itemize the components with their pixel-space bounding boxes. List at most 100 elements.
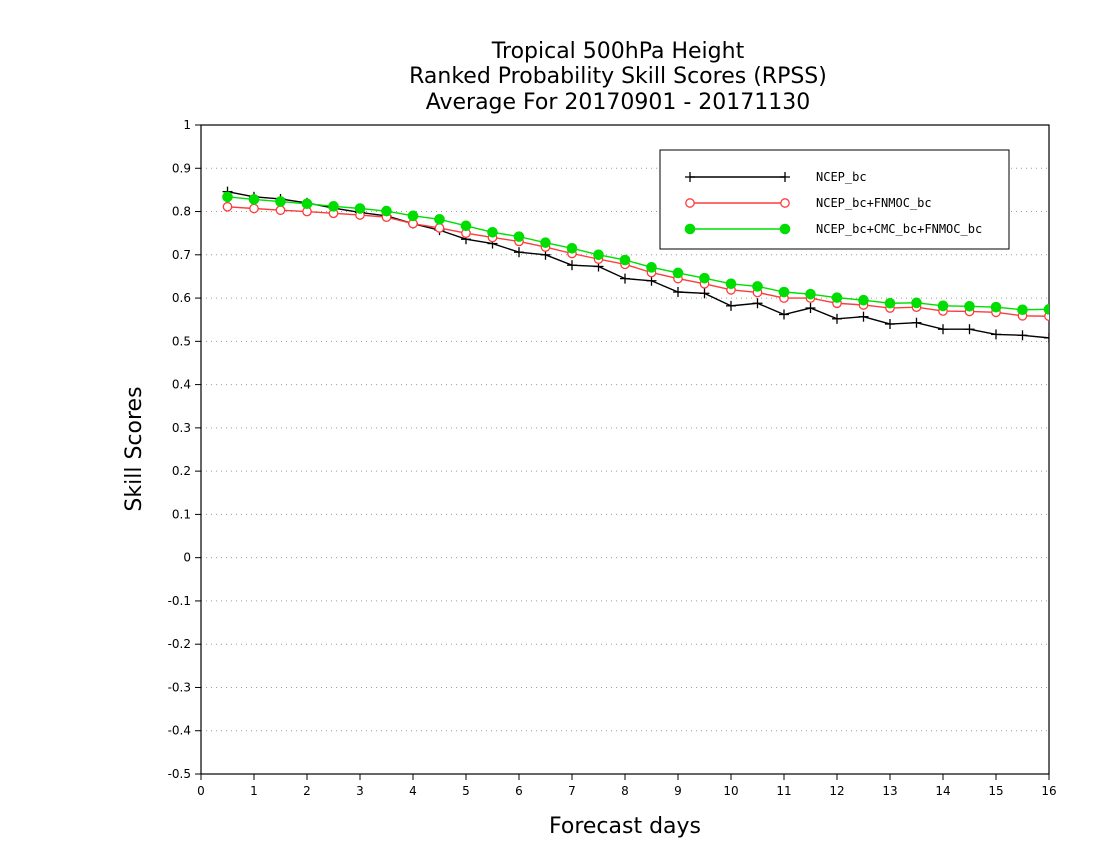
data-point (381, 205, 392, 217)
data-point (514, 247, 524, 258)
data-point (725, 278, 737, 290)
x-tick-label: 13 (882, 784, 897, 798)
x-tick-label: 6 (515, 784, 523, 798)
x-tick-label: 12 (829, 784, 844, 798)
data-point (964, 300, 975, 312)
x-tick-label: 16 (1041, 784, 1056, 798)
data-point (832, 313, 842, 324)
y-tick-label: -0.1 (168, 594, 191, 608)
data-point (1017, 330, 1028, 341)
data-point (752, 298, 763, 309)
data-point (1044, 332, 1049, 343)
legend-label: NCEP_bc+CMC_bc+FNMOC_bc (816, 222, 982, 236)
data-point (249, 203, 259, 214)
data-point (672, 267, 684, 279)
tick-labels: -0.5 -0.4 -0.3 -0.2 -0.1 0 0.1 0.2 0.3 0.4 0.5 0.6 0… (168, 118, 1057, 798)
data-point (248, 194, 260, 205)
x-tick-label: 14 (935, 784, 950, 798)
x-axis-label: Forecast days (549, 814, 701, 839)
data-point (699, 272, 710, 284)
data-point (805, 288, 816, 300)
data-point (858, 311, 869, 322)
data-point (593, 249, 604, 261)
data-point (619, 254, 631, 266)
x-tick-label: 15 (988, 784, 1003, 798)
legend: NCEP_bc NCEP_bc+FNMOC_bc NCEP_bc+CMC_bc+FN… (684, 170, 982, 236)
y-tick-label: -0.5 (168, 767, 191, 781)
x-tick-label: 11 (776, 784, 791, 798)
y-tick-label: 0.1 (172, 507, 191, 521)
data-point (673, 287, 683, 298)
data-point (885, 319, 895, 330)
data-point (434, 223, 445, 233)
data-point (1017, 304, 1028, 316)
y-axis-label: Skill Scores (122, 386, 147, 511)
data-point (937, 300, 949, 312)
y-tick-label: -0.3 (168, 680, 191, 694)
x-tick-label: 1 (250, 784, 258, 798)
x-tick-label: 9 (674, 784, 682, 798)
y-tick-label: 0.7 (172, 248, 191, 262)
series-lines (222, 186, 1049, 343)
data-point (726, 300, 736, 311)
y-tick-label: 0.8 (172, 205, 191, 219)
x-tick-label: 7 (568, 784, 576, 798)
data-point (620, 273, 630, 284)
chart-title-line-1: Tropical 500hPa Height (491, 39, 745, 64)
y-tick-label: 0 (183, 551, 191, 565)
grid-lines (201, 167, 1049, 732)
plot-frame (200, 124, 1050, 775)
y-tick-label: 0.3 (172, 421, 191, 435)
data-point (1043, 304, 1049, 315)
data-point (566, 243, 578, 254)
data-point (778, 286, 790, 298)
legend-marker-start (685, 198, 695, 208)
legend-box (659, 149, 1010, 250)
data-point (752, 281, 763, 292)
y-tick-label: 0.9 (172, 161, 191, 175)
y-tick-label: -0.4 (168, 724, 191, 738)
data-point (407, 210, 419, 222)
data-point (884, 297, 896, 309)
data-point (487, 227, 498, 238)
y-tick-label: 1 (183, 118, 191, 132)
data-point (858, 294, 869, 306)
data-point (991, 329, 1001, 340)
legend-marker-start (684, 223, 696, 235)
data-point (275, 196, 286, 207)
legend-marker-start (685, 172, 695, 182)
data-point (275, 205, 286, 216)
data-point (354, 203, 366, 214)
y-tick-label: 0.5 (172, 334, 191, 348)
data-point (567, 260, 577, 271)
data-point (646, 275, 657, 286)
legend-label: NCEP_bc (816, 170, 867, 184)
data-point (301, 198, 313, 210)
chart-title-line-2: Ranked Probability Skill Scores (RPSS) (409, 64, 827, 89)
x-tick-label: 4 (409, 784, 417, 798)
legend-marker-end (780, 172, 790, 182)
data-point (911, 297, 922, 309)
x-tick-label: 3 (356, 784, 364, 798)
legend-marker-end (780, 198, 790, 208)
y-tick-label: 0.2 (172, 464, 191, 478)
legend-marker-end (779, 223, 791, 235)
data-point (990, 301, 1002, 313)
chart-title-line-3: Average For 20170901 - 20171130 (426, 90, 811, 115)
axes (195, 124, 1050, 780)
x-tick-label: 5 (462, 784, 470, 798)
data-point (938, 324, 948, 335)
data-point (222, 201, 233, 212)
data-point (434, 214, 445, 225)
data-point (460, 220, 472, 232)
legend-label: NCEP_bc+FNMOC_bc (816, 196, 932, 210)
series-3 (222, 191, 1049, 316)
x-tick-label: 0 (197, 784, 205, 798)
data-point (805, 303, 816, 314)
data-point (540, 237, 551, 248)
y-tick-label: -0.2 (168, 637, 191, 651)
y-tick-label: 0.4 (172, 378, 191, 392)
x-tick-label: 8 (621, 784, 629, 798)
data-point (831, 292, 843, 303)
